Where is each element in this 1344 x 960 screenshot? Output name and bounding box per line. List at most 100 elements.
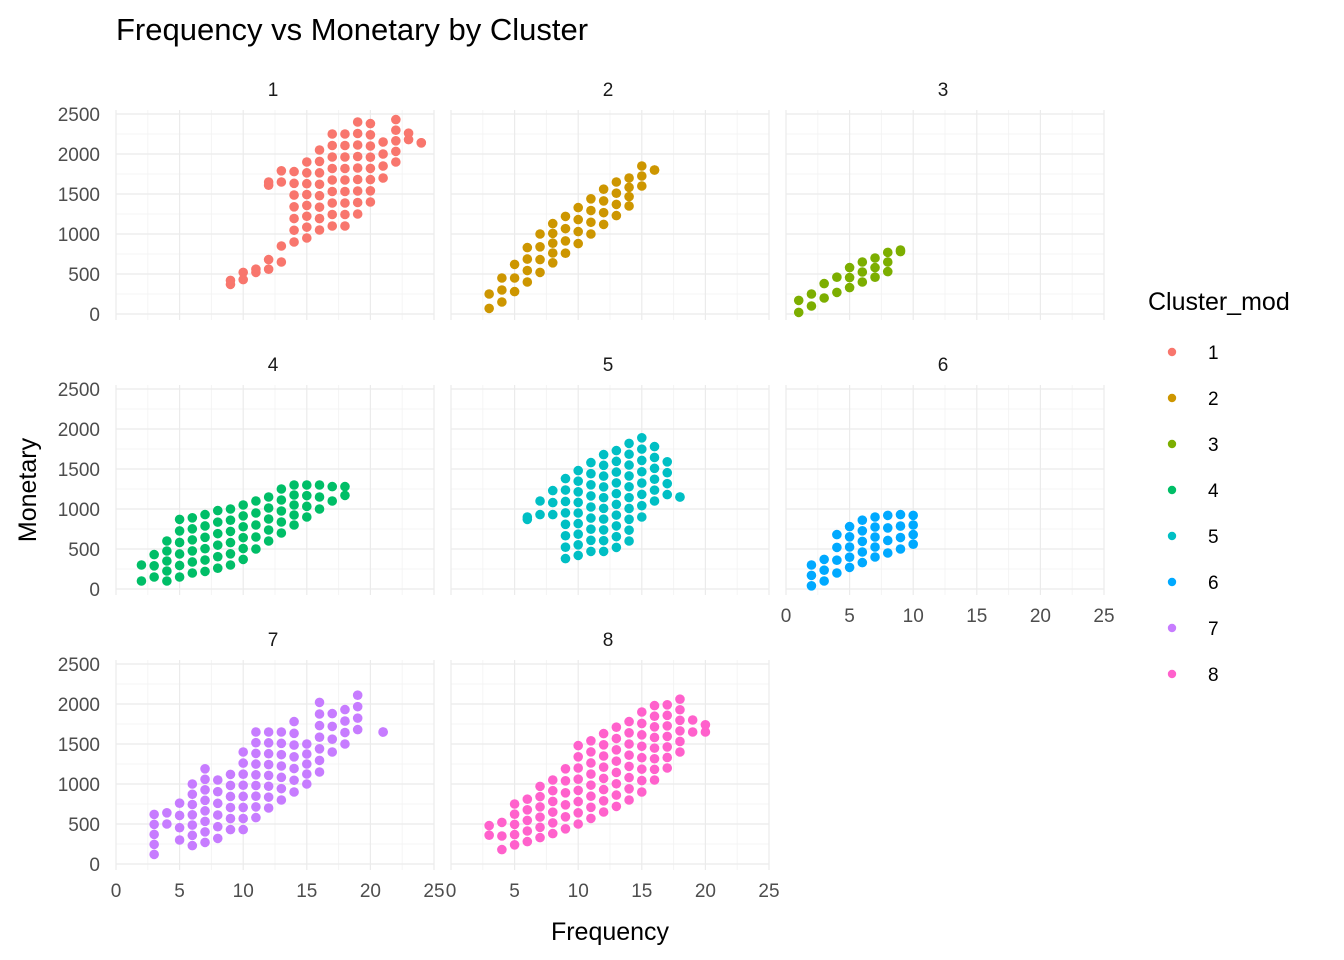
data-point [882,510,893,521]
data-point [560,542,571,552]
data-point [586,758,596,768]
data-point [225,537,236,548]
data-point [174,798,185,808]
data-point [327,209,338,220]
data-point [327,163,338,174]
data-point [535,509,545,520]
data-point [509,829,520,840]
data-point [391,125,401,135]
data-point [187,810,198,820]
y-tick-label: 0 [89,855,100,876]
x-tick-label: 5 [174,881,185,902]
data-point [870,512,880,522]
data-point [340,198,350,208]
data-point [586,194,596,204]
data-point [522,805,533,815]
data-point [314,732,325,742]
data-point [535,832,545,843]
data-point [560,473,571,484]
data-point [844,542,855,552]
data-point [637,181,647,191]
data-point [637,707,647,717]
data-point [302,769,312,779]
data-point [870,542,880,552]
data-point [238,543,248,554]
data-point [162,556,172,566]
data-point [624,492,634,503]
data-point [586,229,596,239]
data-point [263,770,274,781]
data-point [238,747,248,757]
facet-panel-7: 7 0 500 1000 1500 2000 2500 0 5 10 15 20 25 [58,630,445,902]
data-point [225,560,236,570]
data-point [637,730,647,740]
legend-label-6: 6 [1208,573,1219,594]
data-point [844,521,855,532]
data-point [586,535,596,546]
data-point [162,576,172,586]
data-point [649,496,660,506]
data-point [573,808,583,818]
data-point [560,211,571,222]
data-point [560,824,571,834]
data-point [352,713,363,723]
data-point [870,253,880,263]
data-point [649,732,660,743]
data-point [611,542,622,553]
data-point [340,175,350,185]
data-point [365,118,376,129]
data-point [649,485,660,495]
data-point [624,438,634,449]
data-point [611,199,622,210]
x-tick-label: 0 [781,606,792,627]
data-point [611,210,622,221]
data-point [547,818,558,828]
data-point [637,478,647,488]
data-point [136,576,147,586]
data-point [238,802,248,813]
data-point [263,254,274,265]
data-point [586,513,596,523]
data-point [662,763,673,773]
data-point [547,218,558,229]
data-point [263,536,274,546]
data-point [276,484,287,494]
data-point [857,277,868,287]
data-point [200,827,210,837]
y-tick-label: 0 [89,580,100,601]
data-point [302,779,312,789]
x-tick-label: 0 [111,881,122,902]
data-point [637,775,647,786]
data-point [302,189,312,200]
data-point [624,739,634,749]
data-point [637,500,647,511]
data-point [675,726,685,736]
data-point [611,521,622,531]
facet-strip-label: 1 [268,80,279,101]
data-point [857,515,868,525]
data-point [212,833,223,844]
facet-panel-8: 8 0 5 10 15 20 25 [446,630,780,902]
data-point [302,233,312,243]
data-point [340,140,350,151]
data-point [238,758,248,768]
data-point [598,219,609,230]
data-point [522,265,533,276]
data-point [327,221,338,231]
data-point [314,767,325,777]
data-point [637,787,647,797]
data-point [314,709,325,719]
data-point [251,727,261,737]
legend-key-5 [1167,531,1177,541]
data-point [806,560,817,570]
data-point [662,742,673,752]
data-point [251,780,261,791]
data-point [522,277,533,287]
data-point [365,197,376,207]
data-point [560,236,571,246]
data-point [586,491,596,501]
data-point [547,828,558,839]
data-point [675,492,685,502]
